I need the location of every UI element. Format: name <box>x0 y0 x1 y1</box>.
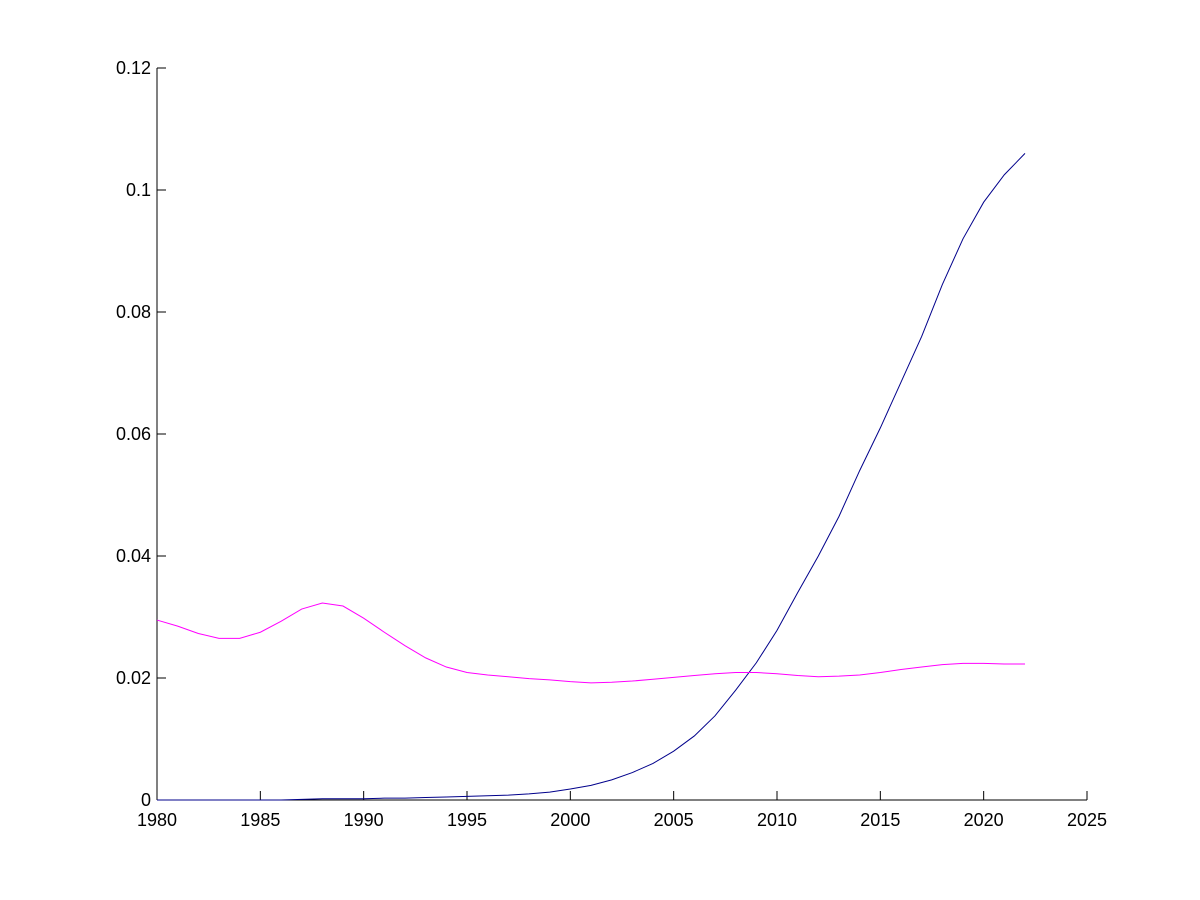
x-tick-label: 2020 <box>964 810 1004 830</box>
y-tick-label: 0.06 <box>116 424 151 444</box>
x-tick-label: 1985 <box>240 810 280 830</box>
x-tick-label: 1995 <box>447 810 487 830</box>
x-tick-label: 2000 <box>550 810 590 830</box>
x-tick-label: 2005 <box>654 810 694 830</box>
y-tick-label: 0.02 <box>116 668 151 688</box>
x-tick-label: 2015 <box>860 810 900 830</box>
x-tick-label: 2010 <box>757 810 797 830</box>
y-tick-label: 0.12 <box>116 58 151 78</box>
y-tick-label: 0 <box>141 790 151 810</box>
x-tick-label: 1980 <box>137 810 177 830</box>
y-tick-label: 0.1 <box>126 180 151 200</box>
x-tick-label: 1990 <box>344 810 384 830</box>
data-line <box>157 153 1026 801</box>
y-tick-label: 0.04 <box>116 546 151 566</box>
y-tick-label: 0.08 <box>116 302 151 322</box>
data-line <box>156 602 1025 684</box>
x-tick-label: 2025 <box>1067 810 1107 830</box>
